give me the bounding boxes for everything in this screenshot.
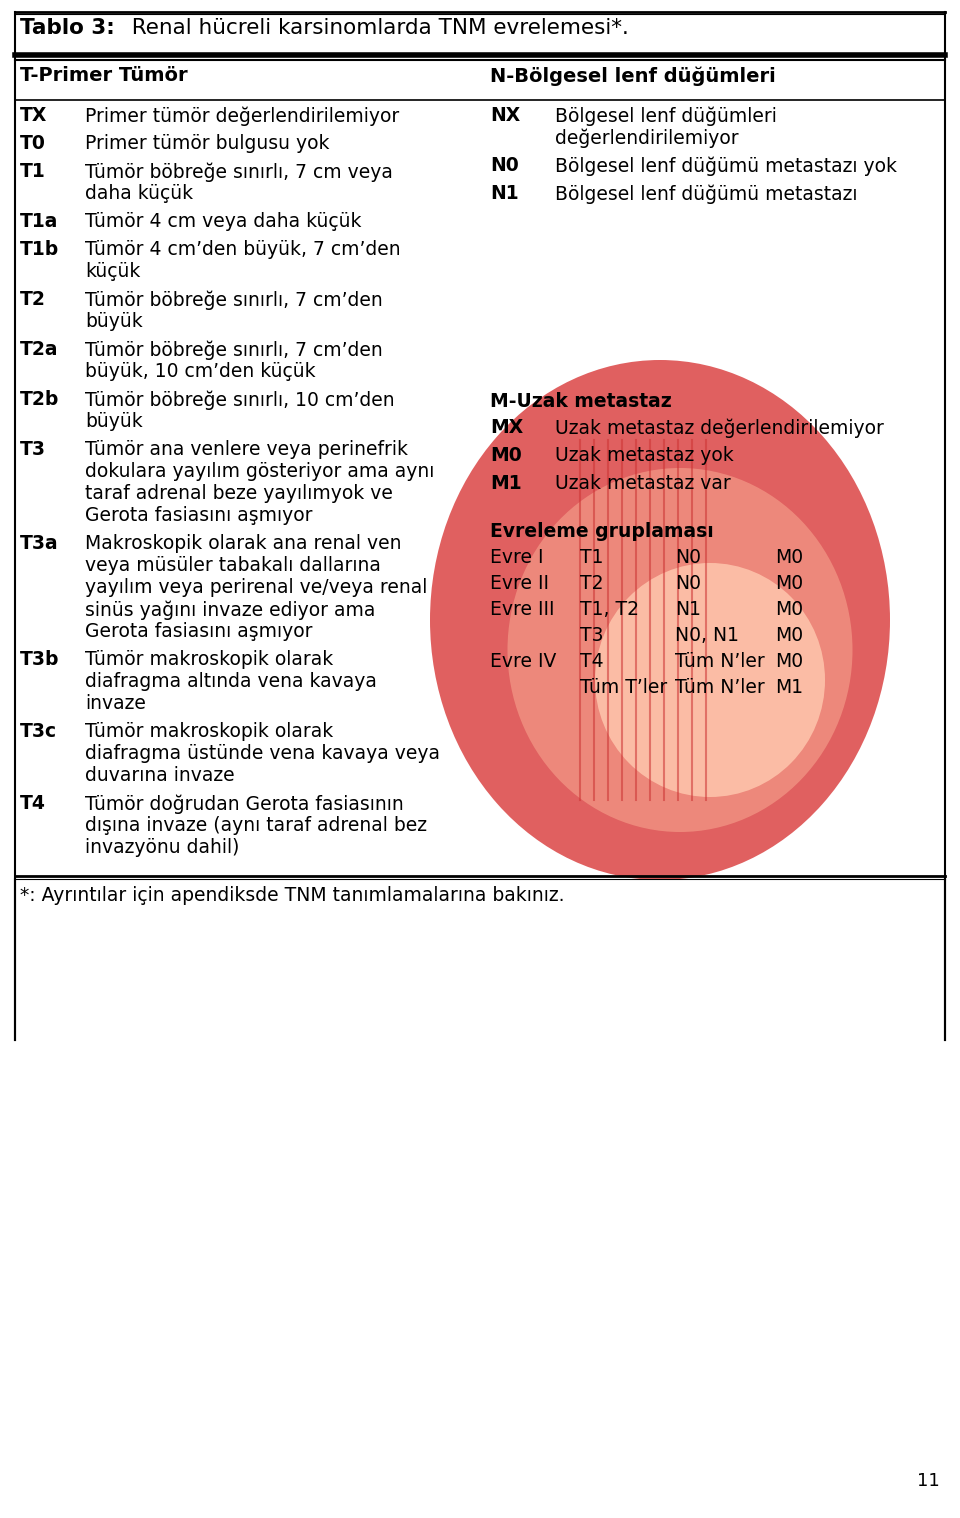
Text: M0: M0 bbox=[775, 548, 804, 568]
Text: büyük: büyük bbox=[85, 313, 143, 331]
Text: M1: M1 bbox=[775, 679, 804, 697]
Text: Tablo 3:: Tablo 3: bbox=[20, 18, 115, 38]
Text: N-Bölgesel lenf düğümleri: N-Bölgesel lenf düğümleri bbox=[490, 65, 776, 85]
Text: Gerota fasiasını aşmıyor: Gerota fasiasını aşmıyor bbox=[85, 622, 313, 641]
Text: T2a: T2a bbox=[20, 340, 59, 358]
Text: dokulara yayılım gösteriyor ama aynı: dokulara yayılım gösteriyor ama aynı bbox=[85, 461, 434, 481]
Text: Tümör böbreğe sınırlı, 7 cm’den: Tümör böbreğe sınırlı, 7 cm’den bbox=[85, 340, 383, 360]
Text: Tümör böbreğe sınırlı, 7 cm veya: Tümör böbreğe sınırlı, 7 cm veya bbox=[85, 162, 393, 182]
Text: Evre II: Evre II bbox=[490, 574, 549, 594]
Text: invaze: invaze bbox=[85, 694, 146, 713]
Text: büyük, 10 cm’den küçük: büyük, 10 cm’den küçük bbox=[85, 361, 316, 381]
Text: M-Uzak metastaz: M-Uzak metastaz bbox=[490, 392, 672, 411]
Text: Tümör ana venlere veya perinefrik: Tümör ana venlere veya perinefrik bbox=[85, 440, 408, 458]
Text: Evre I: Evre I bbox=[490, 548, 543, 568]
Text: T4: T4 bbox=[20, 794, 46, 814]
Text: *: Ayrıntılar için apendiksde TNM tanımlamalarına bakınız.: *: Ayrıntılar için apendiksde TNM tanıml… bbox=[20, 887, 564, 905]
Ellipse shape bbox=[508, 468, 852, 832]
Text: Tümör 4 cm veya daha küçük: Tümör 4 cm veya daha küçük bbox=[85, 213, 362, 231]
Ellipse shape bbox=[430, 360, 890, 880]
Text: diafragma üstünde vena kavaya veya: diafragma üstünde vena kavaya veya bbox=[85, 744, 440, 764]
Text: küçük: küçük bbox=[85, 263, 140, 281]
Text: M0: M0 bbox=[775, 625, 804, 645]
Text: Makroskopik olarak ana renal ven: Makroskopik olarak ana renal ven bbox=[85, 534, 401, 553]
Text: diafragma altında vena kavaya: diafragma altında vena kavaya bbox=[85, 672, 377, 691]
Text: Evre IV: Evre IV bbox=[490, 653, 557, 671]
Text: N0, N1: N0, N1 bbox=[675, 625, 739, 645]
Text: T3c: T3c bbox=[20, 723, 58, 741]
Text: M0: M0 bbox=[490, 446, 521, 465]
Text: Uzak metastaz yok: Uzak metastaz yok bbox=[555, 446, 733, 465]
Text: NX: NX bbox=[490, 106, 520, 124]
Text: TX: TX bbox=[20, 106, 47, 124]
Text: T-Primer Tümör: T-Primer Tümör bbox=[20, 65, 187, 85]
Text: T1a: T1a bbox=[20, 213, 59, 231]
Text: T2b: T2b bbox=[20, 390, 60, 408]
Text: Tümör makroskopik olarak: Tümör makroskopik olarak bbox=[85, 650, 333, 669]
Text: Uzak metastaz var: Uzak metastaz var bbox=[555, 474, 731, 493]
Text: N0: N0 bbox=[675, 574, 701, 594]
Text: T0: T0 bbox=[20, 134, 46, 153]
Text: Primer tümör bulgusu yok: Primer tümör bulgusu yok bbox=[85, 134, 329, 153]
Text: T2: T2 bbox=[580, 574, 604, 594]
Text: M0: M0 bbox=[775, 574, 804, 594]
Text: Evreleme gruplaması: Evreleme gruplaması bbox=[490, 522, 713, 540]
Text: Tümör doğrudan Gerota fasiasının: Tümör doğrudan Gerota fasiasının bbox=[85, 794, 404, 814]
Text: T2: T2 bbox=[20, 290, 46, 310]
Text: Tüm T’ler: Tüm T’ler bbox=[580, 679, 667, 697]
Text: MX: MX bbox=[490, 417, 523, 437]
Text: değerlendirilemiyor: değerlendirilemiyor bbox=[555, 128, 738, 147]
Text: Tüm N’ler: Tüm N’ler bbox=[675, 653, 765, 671]
Text: Tümör böbreğe sınırlı, 10 cm’den: Tümör böbreğe sınırlı, 10 cm’den bbox=[85, 390, 395, 410]
Text: daha küçük: daha küçük bbox=[85, 184, 193, 203]
Text: dışına invaze (aynı taraf adrenal bez: dışına invaze (aynı taraf adrenal bez bbox=[85, 817, 427, 835]
Text: M1: M1 bbox=[490, 474, 521, 493]
Text: T3: T3 bbox=[20, 440, 46, 458]
Text: N1: N1 bbox=[490, 184, 518, 203]
Text: T4: T4 bbox=[580, 653, 604, 671]
Text: Renal hücreli karsinomlarda TNM evrelemesi*.: Renal hücreli karsinomlarda TNM evreleme… bbox=[118, 18, 629, 38]
Text: N0: N0 bbox=[490, 156, 518, 175]
Text: duvarına invaze: duvarına invaze bbox=[85, 767, 234, 785]
Text: Evre III: Evre III bbox=[490, 600, 555, 619]
Text: Gerota fasiasını aşmıyor: Gerota fasiasını aşmıyor bbox=[85, 505, 313, 525]
Text: yayılım veya perirenal ve/veya renal: yayılım veya perirenal ve/veya renal bbox=[85, 578, 427, 597]
Text: Tümör 4 cm’den büyük, 7 cm’den: Tümör 4 cm’den büyük, 7 cm’den bbox=[85, 240, 400, 260]
Text: T1: T1 bbox=[580, 548, 604, 568]
Text: 11: 11 bbox=[917, 1472, 940, 1491]
Text: T1, T2: T1, T2 bbox=[580, 600, 639, 619]
Text: Tüm N’ler: Tüm N’ler bbox=[675, 679, 765, 697]
Text: Tümör böbreğe sınırlı, 7 cm’den: Tümör böbreğe sınırlı, 7 cm’den bbox=[85, 290, 383, 310]
Text: N0: N0 bbox=[675, 548, 701, 568]
Text: Primer tümör değerlendirilemiyor: Primer tümör değerlendirilemiyor bbox=[85, 106, 399, 126]
Text: Tümör makroskopik olarak: Tümör makroskopik olarak bbox=[85, 723, 333, 741]
Text: sinüs yağını invaze ediyor ama: sinüs yağını invaze ediyor ama bbox=[85, 600, 375, 619]
Text: T3: T3 bbox=[580, 625, 604, 645]
Text: veya müsüler tabakalı dallarına: veya müsüler tabakalı dallarına bbox=[85, 556, 381, 575]
Text: T3b: T3b bbox=[20, 650, 60, 669]
Text: Uzak metastaz değerlendirilemiyor: Uzak metastaz değerlendirilemiyor bbox=[555, 417, 884, 437]
Text: Bölgesel lenf düğümü metastazı yok: Bölgesel lenf düğümü metastazı yok bbox=[555, 156, 897, 176]
Text: Bölgesel lenf düğümü metastazı: Bölgesel lenf düğümü metastazı bbox=[555, 184, 857, 203]
Text: M0: M0 bbox=[775, 600, 804, 619]
Text: Bölgesel lenf düğümleri: Bölgesel lenf düğümleri bbox=[555, 106, 777, 126]
Text: N1: N1 bbox=[675, 600, 701, 619]
Ellipse shape bbox=[595, 563, 825, 797]
Text: T3a: T3a bbox=[20, 534, 59, 553]
Text: T1: T1 bbox=[20, 162, 46, 181]
Text: büyük: büyük bbox=[85, 411, 143, 431]
Text: T1b: T1b bbox=[20, 240, 60, 260]
Text: M0: M0 bbox=[775, 653, 804, 671]
Text: invazyönu dahil): invazyönu dahil) bbox=[85, 838, 239, 858]
Text: taraf adrenal beze yayılımyok ve: taraf adrenal beze yayılımyok ve bbox=[85, 484, 393, 502]
